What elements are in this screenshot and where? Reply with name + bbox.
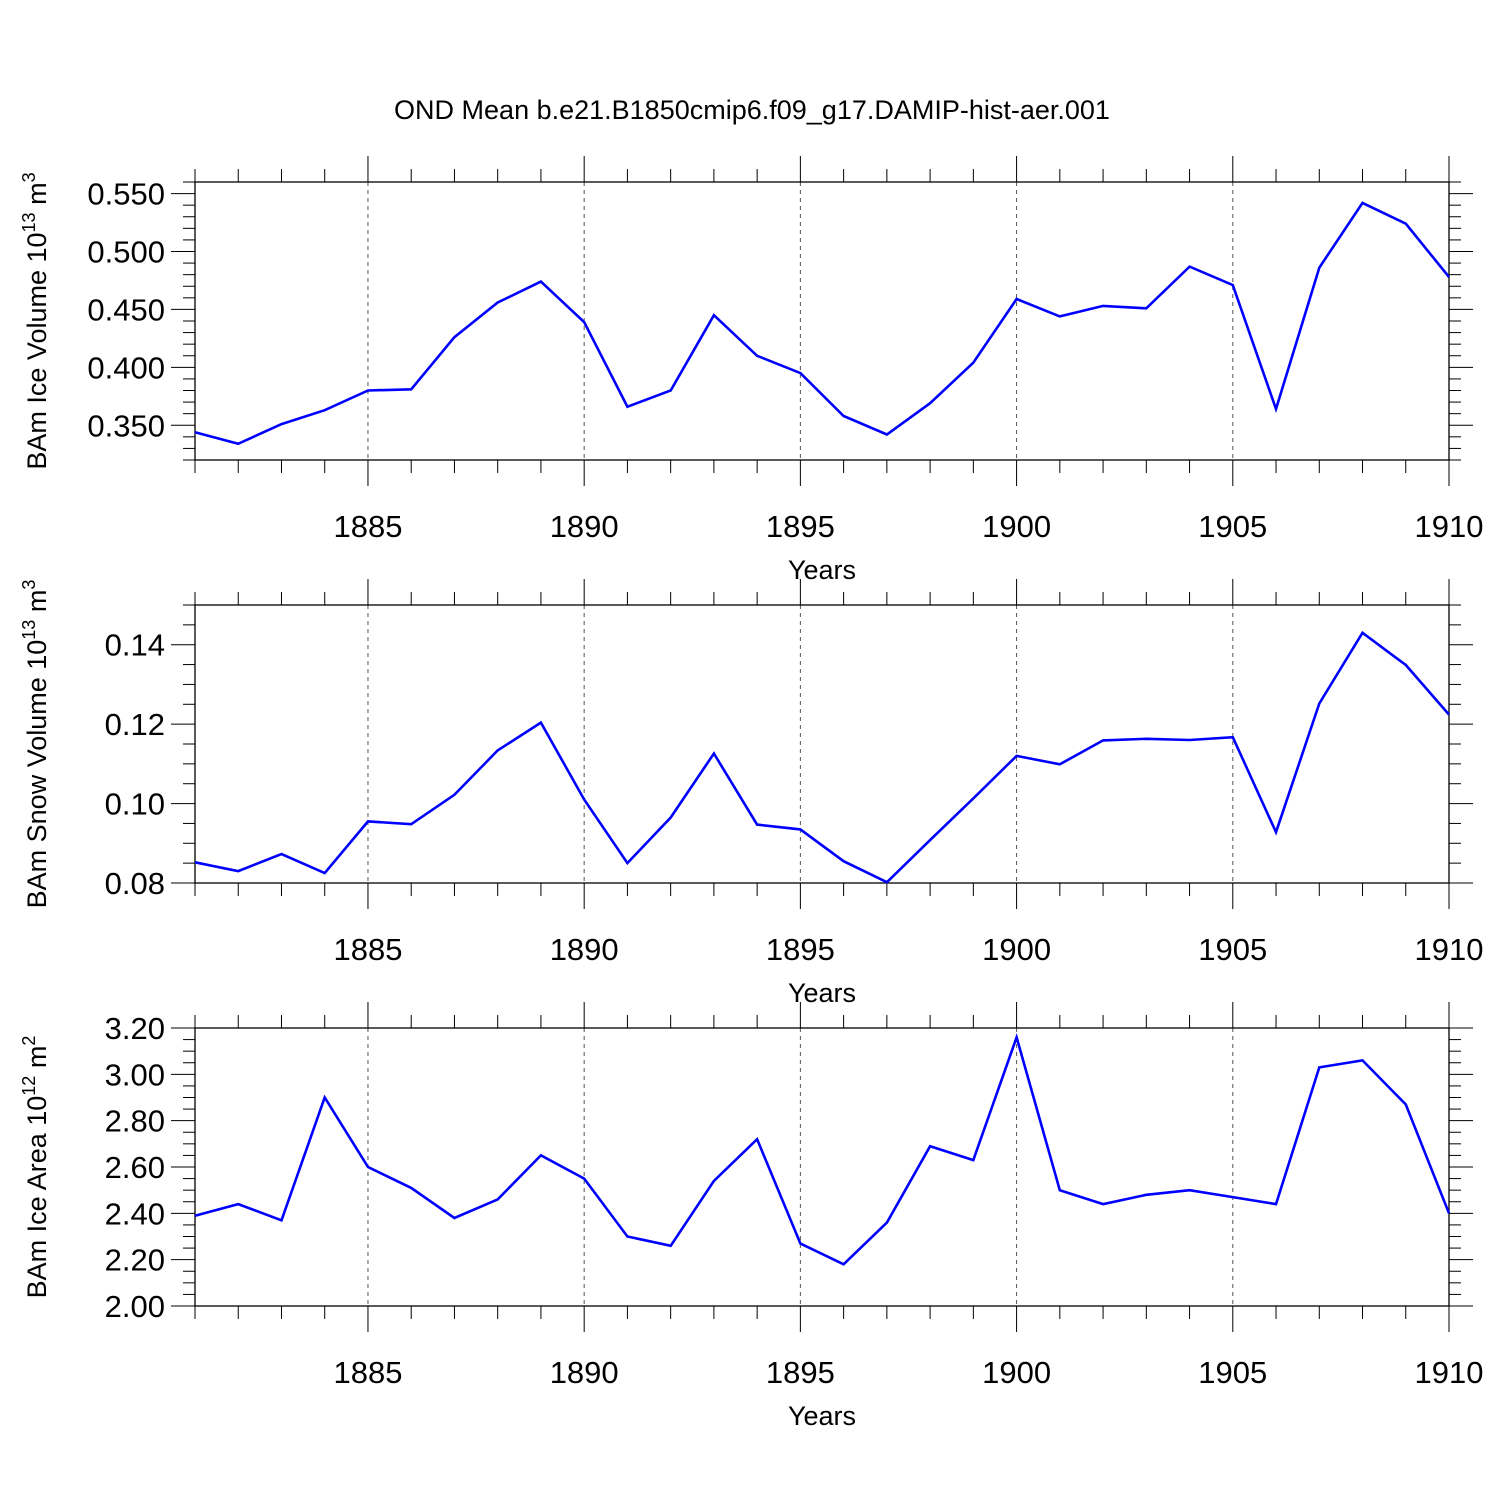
unit-m-exponent: 2 (19, 1036, 39, 1046)
y-axis-label: BAm Ice Volume 1013 m3 (19, 172, 52, 469)
unit-exponent: 12 (19, 1076, 39, 1096)
x-axis-label: Years (788, 1401, 856, 1431)
x-tick-label: 1885 (333, 1355, 402, 1390)
unit-exponent: 13 (19, 212, 39, 232)
y-axis-label: BAm Ice Area 1012 m2 (19, 1036, 52, 1299)
plot-frame (194, 181, 1450, 461)
y-axis-label: BAm Snow Volume 1013 m3 (19, 580, 52, 909)
x-tick-label: 1885 (333, 932, 402, 967)
x-tick-label: 1910 (1415, 932, 1484, 967)
y-tick-label: 0.550 (87, 177, 165, 212)
unit-m-exponent: 3 (19, 580, 39, 590)
x-tick-label: 1900 (982, 509, 1051, 544)
y-tick-label: 0.450 (87, 292, 165, 327)
y-tick-label: 0.500 (87, 235, 165, 270)
unit-exponent: 13 (19, 620, 39, 640)
y-tick-label: 0.10 (105, 787, 165, 822)
y-tick-label: 0.08 (105, 866, 165, 901)
unit-base: 10 (22, 640, 52, 670)
y-tick-label: 0.12 (105, 707, 165, 742)
y-tick-label: 0.14 (105, 628, 165, 663)
panel-3: 2.00 2.20 2.40 2.60 2.80 3.00 3.20 1885 1890 1895… (19, 1002, 1483, 1431)
chart-title: OND Mean b.e21.B1850cmip6.f09_g17.DAMIP-… (394, 95, 1110, 125)
x-tick-label: 1900 (982, 1355, 1051, 1390)
x-tick-label: 1895 (766, 509, 835, 544)
y-tick-label: 3.20 (105, 1011, 165, 1046)
unit-m-exponent: 3 (19, 172, 39, 182)
x-tick-label: 1910 (1415, 1355, 1484, 1390)
y-tick-label: 2.60 (105, 1150, 165, 1185)
y-tick-label: 2.80 (105, 1104, 165, 1139)
unit-base: 10 (22, 232, 52, 262)
y-tick-label: 2.00 (105, 1289, 165, 1324)
x-tick-label: 1890 (550, 509, 619, 544)
y-axis-label-text: BAm Snow Volume (22, 670, 52, 909)
x-tick-label: 1890 (550, 932, 619, 967)
series-line (194, 630, 1450, 884)
x-tick-label: 1905 (1198, 932, 1267, 967)
y-axis-label-text: BAm Ice Volume (22, 263, 52, 470)
y-tick-label: 2.20 (105, 1243, 165, 1278)
y-tick-label: 2.40 (105, 1196, 165, 1231)
plot-frame (194, 604, 1450, 884)
x-tick-label: 1905 (1198, 1355, 1267, 1390)
x-tick-label: 1895 (766, 1355, 835, 1390)
panel-2: 0.08 0.10 0.12 0.14 1885 1890 1895 1900 1905 1910… (19, 579, 1483, 1008)
x-axis-label: Years (788, 555, 856, 585)
x-tick-label: 1885 (333, 509, 402, 544)
unit-m: m (22, 590, 52, 613)
y-tick-label: 3.00 (105, 1057, 165, 1092)
x-axis-label: Years (788, 978, 856, 1008)
x-tick-label: 1890 (550, 1355, 619, 1390)
y-axis-label-text: BAm Ice Area (22, 1126, 52, 1299)
plot-frame (194, 1027, 1450, 1307)
panel-1: 0.350 0.400 0.450 0.500 0.550 1885 1890 1895 190… (19, 156, 1483, 585)
y-tick-label: 0.350 (87, 408, 165, 443)
series-line (194, 1033, 1451, 1266)
unit-base: 10 (22, 1096, 52, 1126)
x-tick-label: 1900 (982, 932, 1051, 967)
unit-m: m (22, 182, 52, 205)
x-tick-label: 1905 (1198, 509, 1267, 544)
x-tick-label: 1910 (1415, 509, 1484, 544)
y-tick-label: 0.400 (87, 350, 165, 385)
series-line (194, 201, 1451, 446)
unit-m: m (22, 1046, 52, 1069)
x-tick-label: 1895 (766, 932, 835, 967)
